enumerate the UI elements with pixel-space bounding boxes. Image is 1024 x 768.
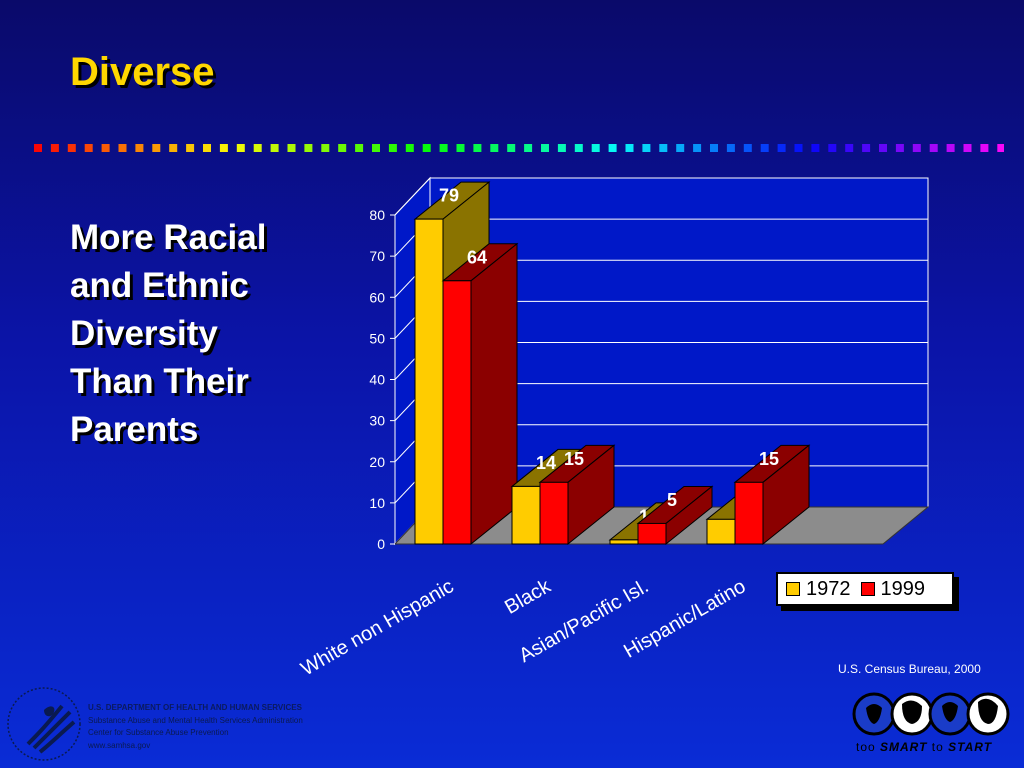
y-tick-label: 80 bbox=[369, 207, 385, 223]
y-tick-label: 60 bbox=[369, 289, 385, 305]
bar-1999 bbox=[442, 280, 472, 545]
y-tick-label: 40 bbox=[369, 372, 385, 388]
y-tick-label: 0 bbox=[377, 536, 385, 552]
data-label-1999: 15 bbox=[759, 449, 779, 469]
hhs-logo bbox=[7, 687, 81, 761]
data-label-1999: 5 bbox=[667, 490, 677, 510]
data-label-1999: 15 bbox=[564, 449, 584, 469]
slogan-start: START bbox=[948, 740, 993, 754]
slogan-to: to bbox=[927, 740, 949, 754]
hhs-csap: Center for Substance Abuse Prevention bbox=[88, 728, 229, 737]
y-tick-label: 50 bbox=[369, 330, 385, 346]
y-tick-label: 10 bbox=[369, 495, 385, 511]
y-tick-label: 70 bbox=[369, 248, 385, 264]
legend-item-1972: 1972 bbox=[786, 578, 851, 601]
chart-legend: 1972 1999 bbox=[776, 572, 954, 606]
bar-1999 bbox=[637, 522, 667, 545]
hhs-samhsa: Substance Abuse and Mental Health Servic… bbox=[88, 715, 303, 725]
bar-1972 bbox=[609, 539, 639, 545]
data-label-1999: 64 bbox=[467, 247, 487, 267]
legend-swatch-1972 bbox=[786, 582, 800, 596]
data-label-1972: 14 bbox=[536, 453, 556, 473]
bar-side-1999 bbox=[470, 242, 518, 546]
slogan: too SMART to START bbox=[856, 740, 992, 754]
bar-1972 bbox=[414, 218, 444, 545]
hhs-url: www.samhsa.gov bbox=[88, 740, 151, 750]
hhs-text: U.S. DEPARTMENT OF HEALTH AND HUMAN SERV… bbox=[88, 702, 303, 752]
gridline-side bbox=[394, 177, 431, 216]
y-tick-label: 30 bbox=[369, 413, 385, 429]
category-label: Black bbox=[501, 575, 555, 619]
legend-label-1972: 1972 bbox=[806, 577, 851, 600]
data-label-1972: 1 bbox=[639, 506, 649, 526]
slide-title: Diverse bbox=[70, 50, 215, 94]
y-tick-label: 20 bbox=[369, 454, 385, 470]
hhs-dept-name: U.S. DEPARTMENT OF HEALTH AND HUMAN SERV… bbox=[88, 703, 302, 712]
category-label: White non Hispanic bbox=[297, 575, 457, 680]
legend-item-1999: 1999 bbox=[860, 577, 926, 601]
bar-1999 bbox=[734, 481, 764, 545]
slogan-smart: SMART bbox=[880, 740, 928, 754]
smart-start-logo bbox=[852, 690, 1012, 740]
source-citation: U.S. Census Bureau, 2000 bbox=[838, 662, 981, 676]
slogan-too: too bbox=[856, 740, 881, 754]
bar-1972 bbox=[706, 518, 736, 545]
legend-swatch-1999 bbox=[860, 582, 875, 596]
slide-subtitle: More Racial and Ethnic Diversity Than Th… bbox=[70, 218, 267, 449]
rainbow-divider bbox=[34, 144, 1004, 152]
legend-label-1999: 1999 bbox=[880, 577, 926, 600]
bar-1999 bbox=[539, 481, 569, 545]
data-label-1972: 79 bbox=[439, 186, 459, 206]
bar-1972 bbox=[511, 485, 541, 545]
